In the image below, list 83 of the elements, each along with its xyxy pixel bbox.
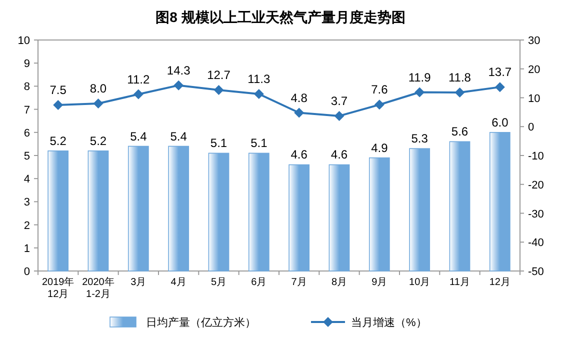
data-label: 4.6 — [290, 148, 308, 162]
data-label: 5.4 — [130, 129, 148, 144]
data-label: 4.8 — [290, 90, 308, 105]
y-tick-label: 3 — [24, 196, 30, 209]
point — [334, 110, 344, 121]
y2-tick-label: 10 — [528, 92, 540, 105]
data-label: 8.0 — [90, 82, 107, 96]
y-tick-label: 2 — [24, 220, 30, 232]
data-label: 11.2 — [127, 72, 150, 86]
data-label: 7.6 — [371, 82, 388, 97]
y-tick-label: 6 — [24, 127, 30, 140]
data-label: 6.0 — [492, 115, 509, 130]
y2-tick-label: -50 — [528, 266, 544, 278]
data-label: 4.9 — [371, 140, 388, 155]
x-tick-label: 2020年 1-2月 — [82, 276, 114, 300]
y2-tick-label: 30 — [528, 35, 540, 47]
y2-tick-label: -20 — [528, 179, 544, 192]
bar — [449, 141, 470, 272]
data-label: 12.7 — [207, 68, 231, 82]
point — [374, 100, 384, 110]
data-label: 5.3 — [411, 132, 428, 146]
y-tick-label: 1 — [24, 242, 30, 255]
point — [93, 98, 104, 109]
x-tick-label: 6月 — [251, 277, 267, 288]
bar — [489, 132, 510, 272]
bar — [208, 152, 230, 272]
y2-tick-label: 20 — [528, 64, 540, 76]
data-label: 11.3 — [248, 72, 270, 86]
data-label: 5.2 — [90, 134, 107, 148]
x-tick-label: 9月 — [372, 277, 388, 288]
x-tick-label: 2019年 12月 — [42, 276, 74, 300]
y-tick-label: 0 — [24, 266, 30, 278]
bar — [288, 164, 310, 272]
bar — [128, 146, 149, 272]
bar — [88, 150, 109, 272]
x-tick-label: 3月 — [130, 277, 146, 288]
y-tick-label: 4 — [24, 174, 30, 186]
bar — [168, 146, 190, 272]
x-tick-label: 5月 — [210, 277, 227, 288]
data-label: 14.3 — [166, 63, 191, 78]
data-label: 3.7 — [330, 94, 348, 108]
x-tick-label: 4月 — [170, 277, 186, 288]
point — [494, 82, 505, 92]
y2-tick-label: -40 — [528, 237, 544, 250]
x-tick-label: 10月 — [409, 277, 430, 288]
data-label: 11.8 — [448, 70, 472, 85]
data-label: 11.9 — [408, 70, 432, 84]
x-tick-label: 8月 — [331, 277, 348, 288]
bar — [48, 150, 69, 272]
y2-tick-label: -30 — [528, 208, 544, 220]
point — [174, 80, 184, 90]
legend-label: 当月增速（%） — [351, 316, 427, 329]
bar — [368, 157, 390, 272]
y2-tick-label: 0 — [528, 122, 534, 134]
point — [454, 88, 465, 98]
y-tick-label: 10 — [18, 35, 30, 47]
point — [53, 100, 64, 110]
point — [414, 87, 425, 98]
chart-title: 图8 规模以上工业天然气产量月度走势图 — [156, 9, 406, 25]
data-label: 5.6 — [451, 124, 468, 139]
bar — [328, 164, 350, 272]
data-label: 13.7 — [488, 65, 512, 80]
data-label: 4.6 — [330, 148, 348, 162]
data-label: 5.4 — [170, 129, 188, 144]
data-label: 5.1 — [210, 136, 228, 150]
data-label: 5.2 — [50, 134, 67, 148]
x-tick-label: 7月 — [291, 277, 307, 288]
x-tick-label: 11月 — [450, 277, 470, 288]
point — [133, 89, 144, 100]
legend-label: 日均产量（亿立方米） — [146, 316, 256, 329]
point — [214, 84, 224, 95]
bar — [409, 148, 430, 272]
y-tick-label: 9 — [24, 58, 30, 70]
data-label: 5.1 — [250, 136, 268, 150]
y-tick-label: 7 — [24, 104, 30, 116]
y-tick-label: 8 — [24, 81, 30, 94]
point — [254, 88, 264, 99]
bar — [248, 152, 270, 272]
data-label: 7.5 — [50, 82, 67, 97]
y-tick-label: 5 — [24, 150, 30, 162]
y2-tick-label: -10 — [528, 150, 544, 162]
x-tick-label: 12月 — [489, 277, 510, 288]
point — [294, 108, 304, 118]
